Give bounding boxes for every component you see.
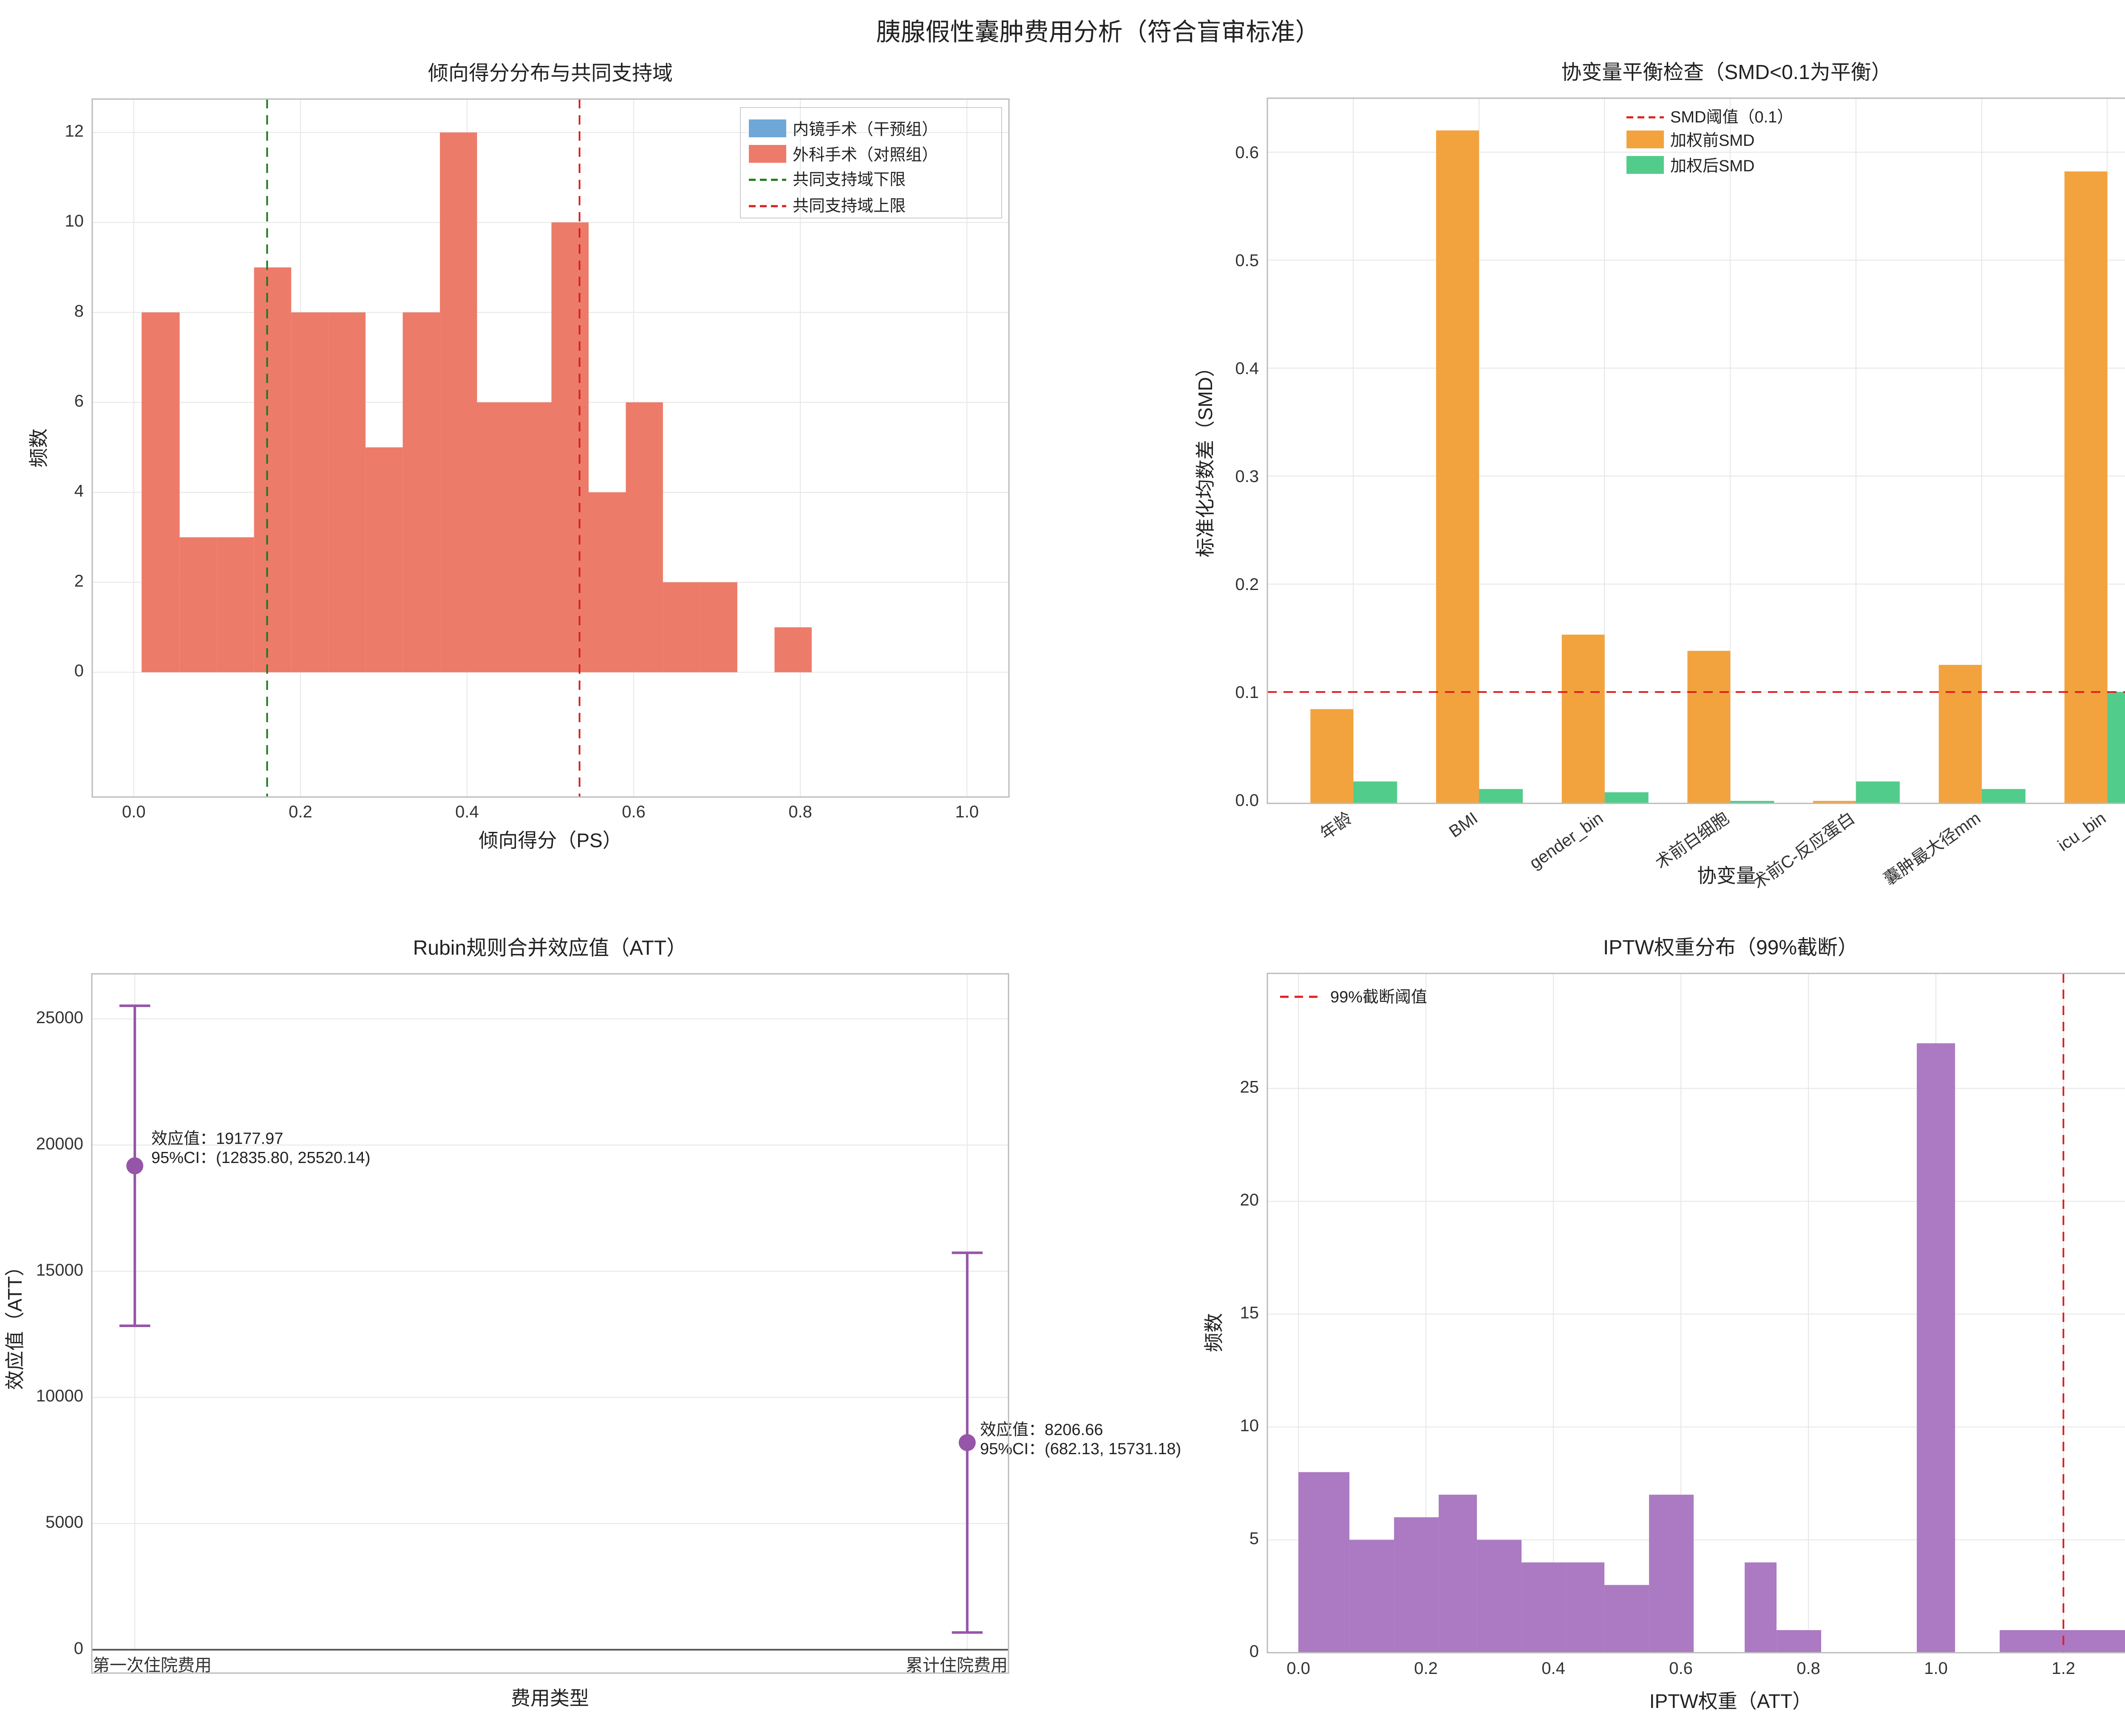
svg-text:95%CI：(682.13, 15731.18): 95%CI：(682.13, 15731.18)	[980, 1440, 1181, 1458]
svg-text:IPTW权重分布（99%截断）: IPTW权重分布（99%截断）	[1603, 936, 1858, 959]
svg-text:1.0: 1.0	[955, 803, 979, 821]
svg-text:费用类型: 费用类型	[511, 1687, 589, 1709]
svg-text:协变量平衡检查（SMD<0.1为平衡）: 协变量平衡检查（SMD<0.1为平衡）	[1561, 61, 1891, 84]
svg-text:IPTW权重（ATT）: IPTW权重（ATT）	[1649, 1690, 1812, 1712]
svg-text:0.4: 0.4	[1235, 359, 1259, 378]
svg-text:第一次住院费用: 第一次住院费用	[93, 1656, 212, 1675]
svg-text:25: 25	[1240, 1078, 1259, 1097]
svg-text:累计住院费用: 累计住院费用	[906, 1656, 1008, 1675]
svg-text:10: 10	[65, 212, 84, 230]
svg-text:6: 6	[74, 392, 84, 411]
svg-text:加权前SMD: 加权前SMD	[1670, 132, 1754, 150]
svg-text:2: 2	[74, 572, 84, 590]
svg-text:0.4: 0.4	[1541, 1659, 1565, 1678]
svg-text:15000: 15000	[36, 1261, 83, 1279]
svg-text:共同支持域上限: 共同支持域上限	[793, 197, 906, 215]
svg-text:术前C-反应蛋白: 术前C-反应蛋白	[1749, 808, 1858, 893]
svg-text:8: 8	[74, 302, 84, 321]
svg-text:加权后SMD: 加权后SMD	[1670, 157, 1754, 175]
svg-text:0.2: 0.2	[289, 803, 312, 821]
svg-text:0: 0	[74, 661, 84, 680]
svg-text:0: 0	[1250, 1642, 1259, 1661]
svg-text:共同支持域下限: 共同支持域下限	[793, 171, 906, 189]
svg-text:25000: 25000	[36, 1008, 83, 1027]
svg-text:SMD阈值（0.1）: SMD阈值（0.1）	[1670, 108, 1793, 126]
svg-text:囊肿最大径mm: 囊肿最大径mm	[1881, 808, 1984, 889]
svg-text:0.4: 0.4	[455, 803, 479, 821]
svg-text:5000: 5000	[45, 1513, 83, 1532]
svg-text:外科手术（对照组）: 外科手术（对照组）	[793, 146, 938, 164]
svg-text:icu_bin: icu_bin	[2054, 808, 2109, 855]
svg-text:0.5: 0.5	[1235, 251, 1259, 270]
svg-text:10000: 10000	[36, 1387, 83, 1405]
svg-text:0.2: 0.2	[1235, 575, 1259, 594]
svg-text:Rubin规则合并效应值（ATT）: Rubin规则合并效应值（ATT）	[413, 937, 687, 959]
svg-text:gender_bin: gender_bin	[1526, 808, 1606, 873]
svg-text:0.6: 0.6	[622, 803, 646, 821]
svg-text:15: 15	[1240, 1304, 1259, 1322]
svg-text:0: 0	[74, 1639, 83, 1658]
svg-text:0.2: 0.2	[1414, 1659, 1438, 1678]
svg-text:年龄: 年龄	[1317, 808, 1355, 843]
svg-text:1.2: 1.2	[2051, 1659, 2075, 1678]
svg-text:BMI: BMI	[1446, 808, 1481, 841]
svg-text:协变量: 协变量	[1697, 865, 1756, 887]
svg-text:术前白细胞: 术前白细胞	[1652, 808, 1732, 873]
svg-text:倾向得分（PS）: 倾向得分（PS）	[479, 829, 622, 851]
svg-text:99%截断阈值: 99%截断阈值	[1330, 988, 1427, 1006]
svg-text:0.0: 0.0	[1286, 1659, 1310, 1678]
svg-text:20000: 20000	[36, 1135, 83, 1153]
svg-text:4: 4	[74, 482, 84, 500]
svg-text:20: 20	[1240, 1191, 1259, 1209]
svg-text:10: 10	[1240, 1416, 1259, 1435]
svg-text:标准化均数差（SMD）: 标准化均数差（SMD）	[1194, 357, 1216, 557]
svg-text:0.1: 0.1	[1235, 683, 1259, 702]
svg-text:0.0: 0.0	[1235, 791, 1259, 810]
svg-text:0.6: 0.6	[1235, 143, 1259, 162]
svg-text:0.3: 0.3	[1235, 467, 1259, 486]
svg-text:效应值：8206.66: 效应值：8206.66	[980, 1421, 1103, 1439]
svg-text:效应值：19177.97: 效应值：19177.97	[151, 1130, 283, 1148]
svg-text:效应值（ATT）: 效应值（ATT）	[4, 1257, 26, 1390]
svg-text:频数: 频数	[28, 428, 50, 468]
svg-text:倾向得分分布与共同支持域: 倾向得分分布与共同支持域	[428, 62, 673, 85]
svg-text:频数: 频数	[1203, 1313, 1225, 1352]
svg-text:95%CI：(12835.80, 25520.14): 95%CI：(12835.80, 25520.14)	[151, 1149, 370, 1167]
svg-text:12: 12	[65, 122, 84, 141]
svg-text:内镜手术（干预组）: 内镜手术（干预组）	[793, 121, 938, 139]
svg-text:0.8: 0.8	[1796, 1659, 1820, 1678]
svg-text:0.8: 0.8	[788, 803, 812, 821]
svg-text:5: 5	[1250, 1529, 1259, 1548]
svg-text:1.0: 1.0	[1924, 1659, 1948, 1678]
svg-text:0.0: 0.0	[122, 803, 146, 821]
svg-text:0.6: 0.6	[1669, 1659, 1693, 1678]
